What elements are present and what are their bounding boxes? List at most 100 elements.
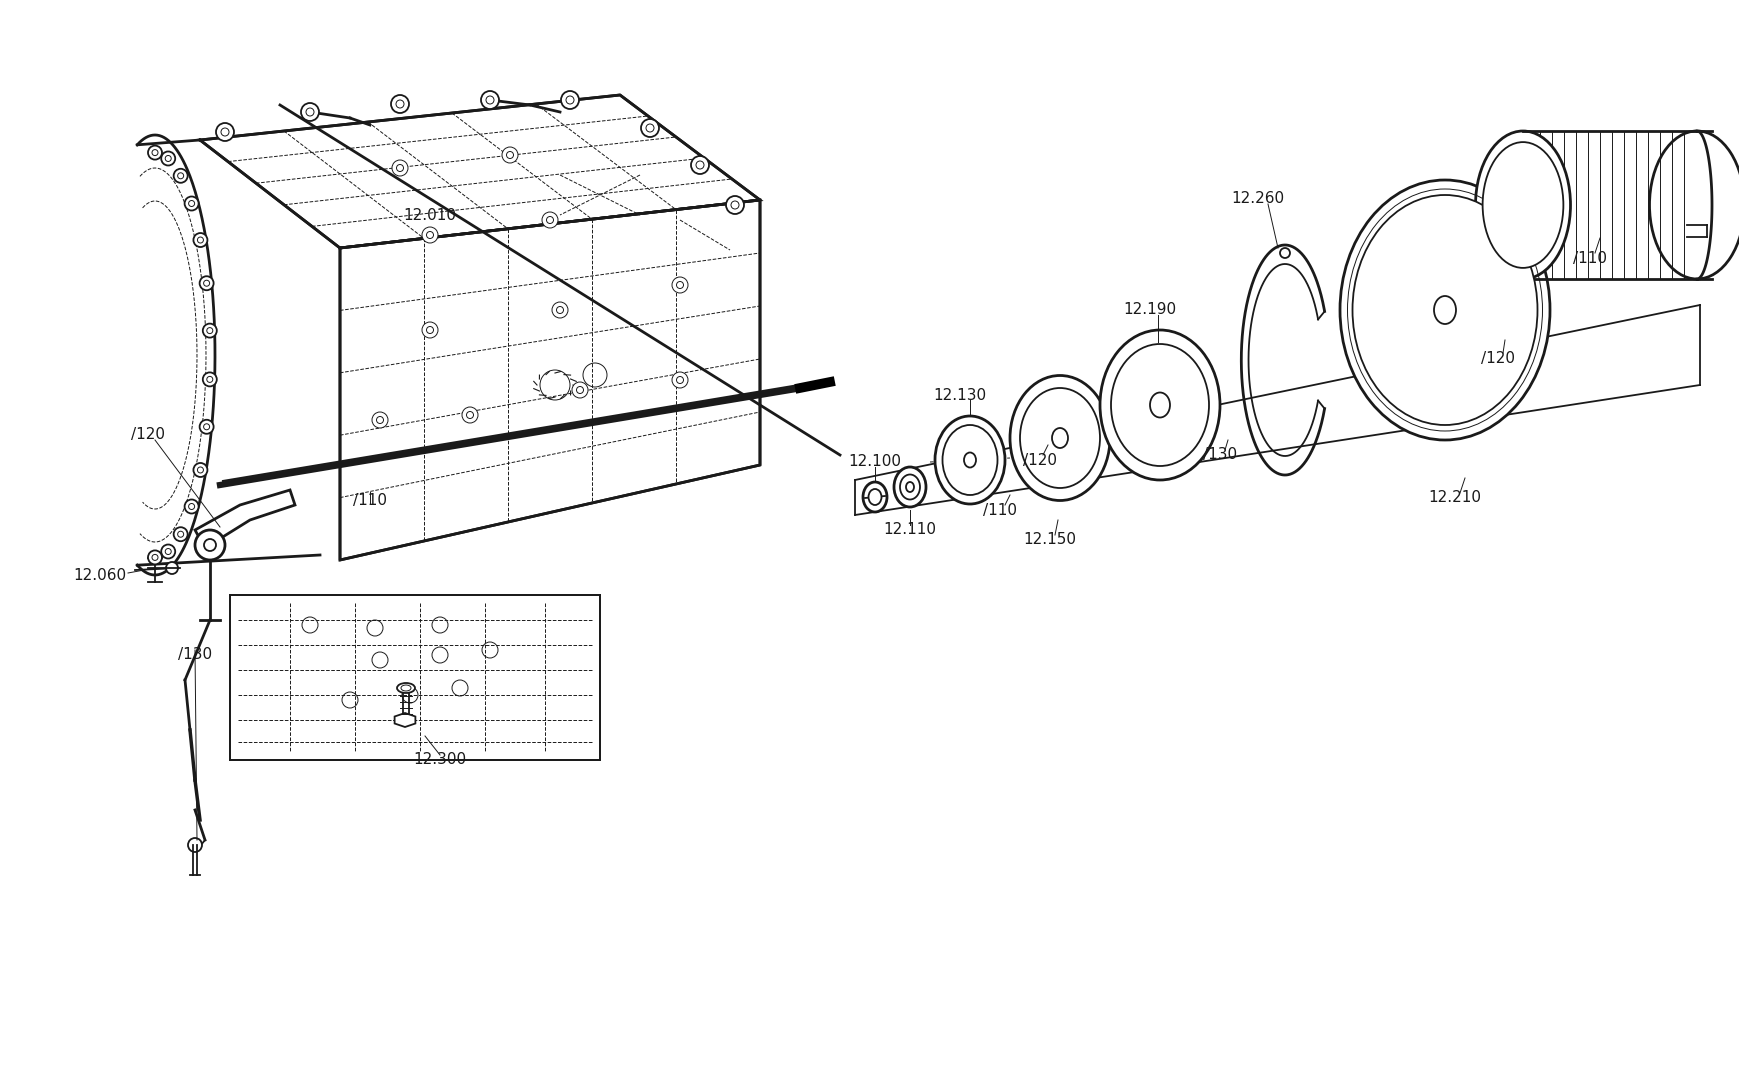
Circle shape (177, 172, 184, 179)
Ellipse shape (1351, 195, 1537, 425)
Ellipse shape (1052, 428, 1068, 448)
Circle shape (184, 500, 198, 514)
Circle shape (207, 327, 212, 334)
Circle shape (203, 280, 209, 287)
Text: 12.010: 12.010 (403, 208, 456, 223)
Circle shape (188, 504, 195, 509)
Circle shape (1280, 248, 1289, 258)
Circle shape (676, 377, 683, 383)
Circle shape (301, 103, 318, 121)
Ellipse shape (934, 416, 1005, 504)
Circle shape (725, 196, 744, 214)
Text: /110: /110 (1572, 250, 1607, 265)
Text: 12.130: 12.130 (932, 387, 986, 402)
Circle shape (197, 238, 203, 243)
Polygon shape (339, 200, 760, 560)
Circle shape (671, 372, 687, 388)
Circle shape (203, 539, 216, 551)
Polygon shape (200, 95, 760, 248)
Text: 12.060: 12.060 (73, 567, 127, 582)
Circle shape (372, 412, 388, 428)
Circle shape (162, 545, 176, 559)
Circle shape (503, 147, 518, 163)
Circle shape (207, 377, 212, 382)
Ellipse shape (1475, 131, 1570, 279)
Ellipse shape (1649, 131, 1739, 279)
Circle shape (151, 150, 158, 155)
Ellipse shape (1433, 296, 1456, 324)
Text: /110: /110 (353, 492, 386, 507)
Circle shape (188, 838, 202, 852)
Ellipse shape (400, 685, 410, 691)
Circle shape (480, 91, 499, 109)
Circle shape (645, 124, 654, 132)
Circle shape (193, 233, 207, 247)
Circle shape (640, 119, 659, 137)
Ellipse shape (894, 467, 925, 507)
Circle shape (216, 123, 233, 141)
Circle shape (426, 231, 433, 239)
Ellipse shape (1149, 393, 1169, 417)
Circle shape (188, 200, 195, 207)
Circle shape (551, 302, 567, 318)
Ellipse shape (1339, 180, 1549, 440)
Circle shape (148, 550, 162, 564)
Text: /120: /120 (1480, 351, 1515, 366)
Circle shape (200, 276, 214, 290)
Circle shape (195, 530, 224, 560)
Ellipse shape (1099, 330, 1219, 480)
Ellipse shape (906, 482, 913, 492)
Circle shape (174, 528, 188, 541)
Ellipse shape (863, 482, 887, 513)
Text: 12.210: 12.210 (1428, 490, 1480, 505)
Circle shape (165, 549, 170, 554)
Circle shape (485, 96, 494, 104)
Ellipse shape (396, 683, 416, 693)
Circle shape (391, 160, 407, 175)
Ellipse shape (1009, 376, 1109, 501)
Circle shape (391, 95, 409, 113)
Circle shape (541, 212, 558, 228)
Circle shape (572, 382, 588, 398)
Circle shape (671, 277, 687, 293)
Circle shape (165, 562, 177, 574)
Circle shape (174, 169, 188, 183)
Circle shape (151, 554, 158, 561)
Circle shape (730, 201, 739, 209)
Circle shape (466, 412, 473, 418)
Circle shape (423, 322, 438, 338)
Circle shape (546, 216, 553, 224)
Ellipse shape (1111, 343, 1209, 467)
Circle shape (463, 407, 478, 423)
Ellipse shape (963, 453, 976, 468)
Text: /120: /120 (1023, 453, 1056, 468)
Text: /110: /110 (983, 503, 1016, 518)
Circle shape (565, 96, 574, 104)
Text: 12.300: 12.300 (414, 752, 466, 767)
Circle shape (203, 424, 209, 430)
Circle shape (696, 160, 704, 169)
Ellipse shape (1019, 388, 1099, 488)
Circle shape (200, 419, 214, 433)
Circle shape (306, 108, 313, 116)
Circle shape (690, 156, 708, 174)
Circle shape (376, 416, 383, 424)
Circle shape (506, 152, 513, 158)
Text: 12.110: 12.110 (883, 522, 936, 537)
Polygon shape (395, 713, 416, 727)
Circle shape (165, 155, 170, 162)
Polygon shape (195, 490, 296, 548)
Circle shape (148, 146, 162, 159)
Circle shape (576, 386, 583, 394)
Circle shape (560, 91, 579, 109)
Circle shape (184, 197, 198, 211)
Text: 12.150: 12.150 (1023, 533, 1076, 548)
Text: /130: /130 (1202, 447, 1236, 462)
Ellipse shape (899, 474, 920, 500)
Circle shape (426, 326, 433, 334)
Circle shape (676, 281, 683, 289)
Ellipse shape (868, 489, 882, 505)
Circle shape (162, 152, 176, 166)
Circle shape (423, 227, 438, 243)
Circle shape (193, 463, 207, 477)
